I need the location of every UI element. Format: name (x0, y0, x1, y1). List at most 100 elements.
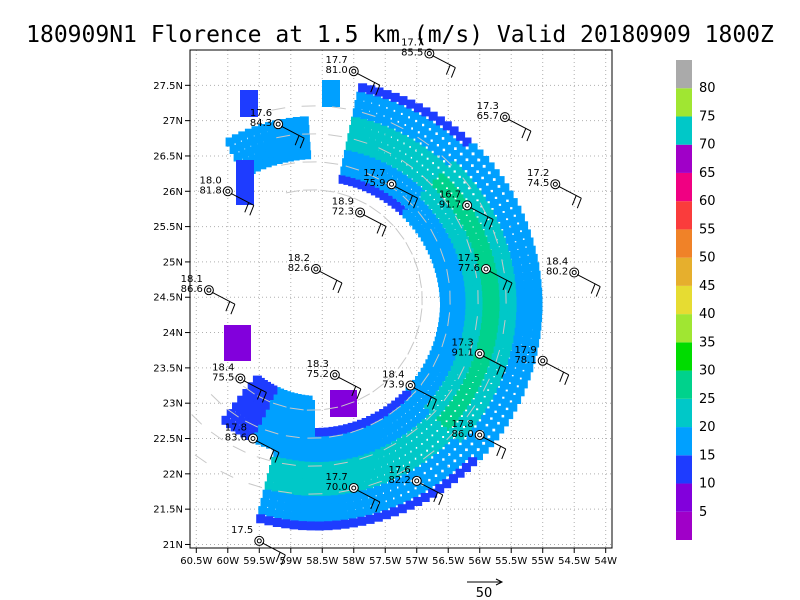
shade-cell (260, 437, 270, 447)
wind-barb-flag (294, 134, 300, 146)
shade-cell (357, 516, 367, 526)
shade-cell (307, 470, 317, 480)
shade-cell (496, 405, 506, 415)
colorbar-label: 65 (699, 166, 716, 181)
shade-cell (490, 283, 500, 293)
shade-cell (525, 296, 534, 306)
shade-cell (221, 415, 231, 425)
station-temperature: 17.9 (514, 345, 536, 356)
shade-cell (449, 474, 458, 484)
shade-cell (314, 462, 324, 471)
station-temperature: 17.5 (458, 253, 480, 264)
shade-cell (498, 318, 508, 328)
shade-cell (300, 133, 310, 143)
shade-cell (300, 487, 310, 497)
shade-cell (516, 296, 526, 306)
shade-cell (386, 156, 396, 166)
shade-cell (510, 249, 520, 259)
shade-cell (386, 499, 396, 509)
shade-cell (352, 160, 362, 170)
wind-arrow (383, 442, 397, 451)
shade-cell (339, 433, 349, 443)
shade-cell (330, 390, 339, 399)
shade-cell (306, 512, 316, 522)
shade-cell (468, 155, 478, 165)
shade-cell (357, 144, 367, 154)
shade-cell (433, 237, 443, 247)
shade-cell (383, 426, 393, 436)
shade-cell (470, 184, 480, 194)
shade-cell (427, 174, 437, 184)
shade-cell (254, 134, 264, 144)
shade-cell (439, 214, 449, 224)
shade-cell (446, 209, 456, 219)
shade-cell (381, 510, 391, 520)
shade-cell (374, 421, 384, 431)
shade-cell (390, 92, 400, 102)
shade-cell (505, 365, 515, 375)
station-plot: 18.282.6 (288, 253, 343, 294)
shade-cell (435, 194, 444, 204)
shade-cell (487, 367, 496, 377)
colorbar-bin (676, 116, 692, 145)
shade-cell (328, 426, 338, 436)
shade-cell (448, 229, 458, 239)
shade-cell (524, 320, 533, 330)
shade-cell (366, 443, 375, 453)
shade-cell (497, 212, 506, 222)
shade-cell (387, 462, 397, 472)
shade-cell (487, 337, 496, 347)
shade-cell (343, 149, 353, 159)
shade-cell (455, 245, 465, 255)
shade-cell (497, 363, 507, 373)
shade-cell (410, 110, 419, 120)
wind-arrow (466, 239, 472, 253)
shade-cell (373, 431, 383, 441)
shade-cell (524, 280, 534, 289)
shade-cell (378, 143, 388, 153)
shade-cell (290, 511, 300, 521)
shade-cell (499, 417, 509, 427)
shade-cell (279, 400, 288, 409)
colorbar-bin (676, 455, 692, 484)
shade-cell (419, 474, 429, 484)
shade-cell (384, 454, 394, 464)
shade-cell (524, 288, 534, 298)
shade-cell (299, 504, 309, 514)
wind-barb-flag (256, 389, 262, 400)
shade-cell (377, 161, 387, 171)
shade-cell (442, 204, 452, 214)
shade-cell (487, 262, 497, 272)
shade-cell (273, 155, 283, 164)
wind-arrow (482, 378, 490, 392)
wind-barb-flag (249, 205, 255, 216)
shade-cell (366, 488, 376, 498)
shade-cell (270, 400, 279, 409)
shade-cell (378, 429, 388, 438)
shade-cell (433, 442, 443, 452)
colorbar-label: 35 (699, 335, 716, 350)
plot-area: 17.785.517.781.017.365.717.684.317.775.9… (181, 38, 613, 566)
wind-barb (413, 387, 437, 400)
shade-cell (504, 410, 514, 420)
wind-arrow (350, 427, 364, 434)
shade-cell (390, 148, 400, 158)
station-plot: 18.475.5 (212, 362, 267, 403)
shade-cell (341, 441, 351, 451)
shade-cell (485, 344, 495, 354)
shade-cell (521, 229, 531, 239)
wind-arrow (405, 241, 413, 255)
shade-cell (366, 85, 376, 95)
shade-cell (474, 190, 484, 200)
shade-cell (398, 96, 408, 106)
shade-cell (298, 521, 308, 531)
shade-cell (465, 248, 475, 258)
wind-barb-flag (431, 399, 437, 410)
wind-barb-flag (332, 279, 338, 291)
shade-cell (378, 457, 388, 467)
shade-cell (374, 114, 384, 124)
shade-cell (346, 501, 356, 511)
x-tick-label: 59.5W (243, 556, 275, 567)
shade-cell (445, 243, 455, 253)
shade-cell (377, 106, 387, 116)
